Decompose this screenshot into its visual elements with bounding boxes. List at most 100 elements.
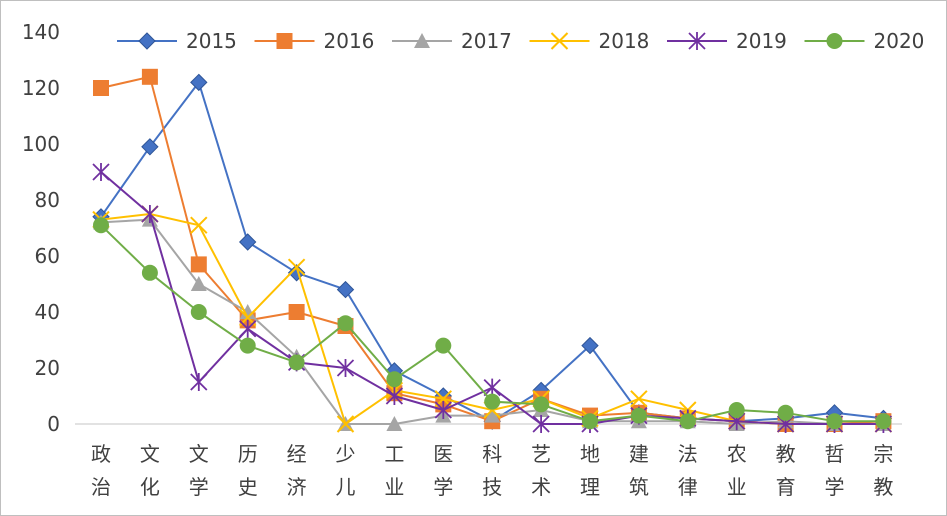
data-point [238,233,257,251]
data-point [239,337,256,354]
data-point [434,401,452,419]
data-point [336,280,355,299]
plot-area [92,68,893,433]
legend-item: 2016 [254,29,375,53]
series-line [100,75,884,425]
legend-marker [826,33,843,49]
x-tick-char: 业 [384,475,404,499]
x-tick-char: 工 [384,442,404,466]
legend: 2015 2016 2017 2018 2019 2020 [117,29,924,53]
legend-label: 2020 [874,29,925,53]
legend-label: 2015 [186,29,237,53]
data-point [385,387,404,405]
x-tick-char: 地 [580,442,600,466]
legend-item: 2020 [804,29,925,53]
x-tick-char: 艺 [531,442,551,466]
data-point [630,390,648,408]
series-2019 [92,163,893,433]
legend-marker [138,32,156,50]
data-point [582,413,598,430]
x-tick-label: 工业 [384,442,404,499]
x-tick-char: 学 [189,475,209,499]
data-point [287,258,306,276]
x-tick-label: 文化 [140,442,160,499]
data-point [826,413,843,430]
data-point [777,404,794,421]
y-tick-label: 0 [47,412,60,436]
x-tick-char: 技 [482,475,502,499]
data-point [190,73,208,92]
x-tick-char: 理 [580,475,600,499]
y-tick-label: 40 [35,300,60,324]
legend-marker [550,32,569,50]
x-tick-label: 少儿 [336,442,356,499]
data-point [93,217,109,234]
data-point [190,216,208,234]
data-point [141,264,158,281]
data-point [93,80,109,96]
x-tick-char: 筑 [629,475,649,499]
x-tick-label: 哲学 [825,442,845,499]
data-point [190,276,207,291]
data-point [92,163,110,181]
series-line [100,81,884,423]
data-point [386,416,403,431]
data-point [728,402,745,418]
y-axis: 0 20 40 60 80 100 120 140 [22,20,60,436]
legend-item: 2018 [529,29,649,53]
x-tick-char: 学 [825,475,845,499]
x-tick-char: 科 [482,442,502,466]
data-point [581,336,599,355]
x-tick-label: 文学 [189,442,209,499]
legend-item: 2015 [117,29,237,53]
data-point [484,407,501,423]
data-point [533,396,550,413]
data-point [288,304,305,320]
x-tick-char: 少 [336,442,356,466]
legend-label: 2019 [736,29,787,53]
x-tick-label: 教育 [776,442,796,499]
x-tick-char: 文 [140,442,160,466]
data-point [190,373,208,391]
data-point [141,138,159,156]
x-tick-char: 建 [629,442,649,466]
data-point [239,319,257,338]
x-tick-label: 医学 [433,442,453,499]
x-tick-label: 政治 [91,442,111,499]
legend-marker [414,33,430,48]
x-tick-label: 法律 [678,442,698,499]
x-tick-label: 宗教 [873,442,893,499]
x-tick-label: 建筑 [629,442,649,499]
x-tick-char: 经 [287,442,307,466]
legend-marker [276,33,293,49]
data-point [239,304,256,319]
legend-label: 2016 [324,29,375,53]
x-tick-label: 地理 [580,442,600,499]
series-2020 [93,217,892,430]
legend-item: 2019 [667,29,787,53]
data-point [484,393,501,410]
x-tick-char: 史 [238,475,258,499]
data-point [435,337,452,354]
x-tick-char: 政 [91,442,111,466]
x-tick-char: 哲 [825,442,845,466]
x-tick-char: 医 [433,442,453,466]
x-tick-label: 经济 [287,442,307,499]
x-tick-char: 历 [238,442,258,466]
y-tick-label: 100 [22,132,60,156]
x-tick-label: 艺术 [531,442,551,499]
data-point [336,359,355,377]
legend-label: 2017 [461,29,512,53]
x-tick-char: 教 [776,442,796,466]
y-tick-label: 120 [22,76,60,100]
x-tick-char: 化 [140,475,160,499]
x-tick-label: 科技 [482,442,502,499]
x-tick-label: 历史 [238,442,258,499]
legend-item: 2017 [392,29,512,53]
x-tick-char: 学 [433,475,453,499]
x-tick-char: 术 [531,475,551,499]
legend-marker [688,32,706,50]
x-tick-char: 治 [91,475,111,499]
data-point [141,205,159,223]
